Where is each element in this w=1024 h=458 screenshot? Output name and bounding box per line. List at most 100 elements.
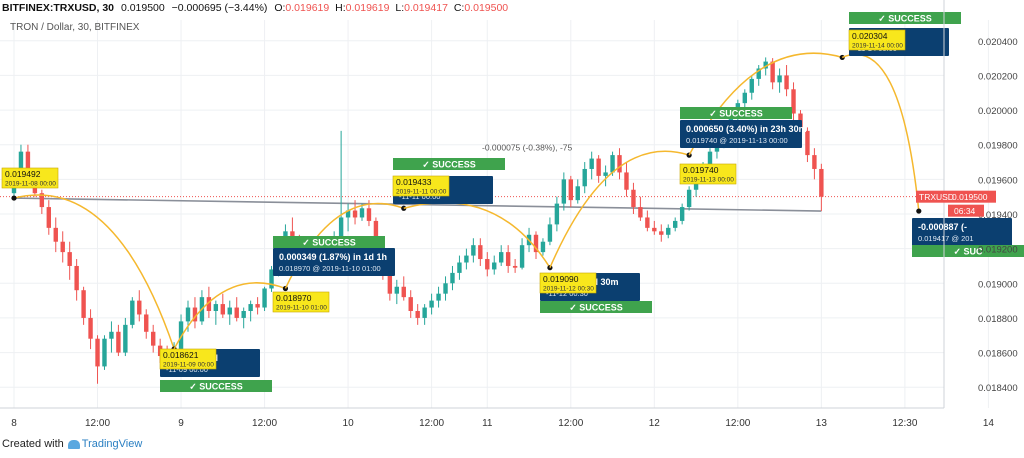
candle-body bbox=[352, 210, 358, 218]
countdown-value: 06:34 bbox=[954, 206, 976, 216]
x-tick-label: 12 bbox=[649, 418, 661, 429]
info-sub: 0.019417 @ 201 bbox=[918, 234, 974, 243]
y-tick-label: 0.019800 bbox=[978, 141, 1018, 152]
candle-body bbox=[262, 288, 267, 308]
candle-body bbox=[561, 179, 567, 204]
candle-body bbox=[777, 75, 782, 83]
candle-body bbox=[505, 252, 511, 266]
candle-body bbox=[25, 151, 31, 173]
candle-body bbox=[366, 208, 372, 221]
info-sub: 0.019740 @ 2019-11-13 00:00 bbox=[686, 136, 788, 145]
arrow-curve bbox=[173, 282, 286, 350]
tradingview-logo[interactable]: TradingView bbox=[67, 438, 142, 450]
candle-body bbox=[123, 324, 128, 353]
candle-body bbox=[547, 224, 553, 242]
candle-body bbox=[116, 331, 121, 353]
candle-body bbox=[151, 331, 156, 346]
y-tick-label: 0.018400 bbox=[978, 383, 1018, 394]
callout-value: 0.019433 bbox=[396, 177, 432, 187]
candle-body bbox=[338, 217, 344, 239]
candle-body bbox=[450, 272, 455, 284]
success-badge bbox=[912, 245, 1024, 257]
success-badge-label: ✓ SUCCESS bbox=[878, 14, 932, 24]
info-sub: 0.018970 @ 2019-11-10 01:00 bbox=[279, 264, 381, 273]
success-badge-label: ✓ SUC bbox=[953, 247, 983, 257]
candle-body bbox=[408, 297, 413, 311]
candle-body bbox=[686, 189, 692, 208]
candle-body bbox=[499, 252, 504, 263]
high-value: 0.019619 bbox=[346, 2, 390, 14]
info-box bbox=[273, 248, 395, 276]
candle-body bbox=[213, 304, 219, 311]
candle-body bbox=[345, 210, 351, 218]
candle-body bbox=[485, 259, 490, 270]
candle-body bbox=[387, 272, 393, 294]
candle-body bbox=[39, 193, 45, 208]
candle-body bbox=[206, 297, 212, 311]
callout-time: 2019-11-10 01:00 bbox=[276, 305, 327, 312]
candle-body bbox=[596, 158, 601, 176]
high-label: H: bbox=[335, 2, 346, 14]
header-line: BITFINEX:TRXUSD, 30 0.019500 −0.000695 (… bbox=[2, 2, 508, 14]
open-label: O: bbox=[274, 2, 285, 14]
callout-value: 0.019740 bbox=[683, 165, 719, 175]
current-price-symbol: TRXUSD bbox=[919, 192, 954, 202]
candle-body bbox=[248, 304, 253, 311]
success-badge bbox=[393, 158, 505, 170]
candle-body bbox=[819, 168, 824, 197]
price-change: −0.000695 (−3.44%) bbox=[172, 2, 268, 14]
candle-body bbox=[617, 155, 622, 173]
candle-body bbox=[603, 172, 608, 176]
arrow-point bbox=[11, 195, 17, 201]
candle-body bbox=[18, 151, 24, 180]
candle-body bbox=[88, 317, 93, 339]
candle-body bbox=[241, 311, 246, 318]
candle-body bbox=[631, 189, 636, 208]
candle-body bbox=[234, 307, 239, 318]
x-tick-label: 14 bbox=[983, 418, 995, 429]
candle-body bbox=[805, 130, 810, 156]
candle-body bbox=[554, 203, 560, 225]
candle-body bbox=[478, 245, 483, 260]
y-tick-label: 0.018600 bbox=[978, 349, 1018, 360]
low-value: 0.019417 bbox=[404, 2, 448, 14]
candle-body bbox=[53, 227, 58, 242]
callout-time: 2019-11-08 00:00 bbox=[5, 181, 56, 188]
callout-value: 0.020304 bbox=[852, 31, 888, 41]
candle-body bbox=[130, 300, 135, 325]
success-badge-label: ✓ SUCCESS bbox=[709, 109, 763, 119]
success-badge bbox=[273, 236, 385, 248]
candle-body bbox=[707, 151, 713, 166]
candle-body bbox=[679, 207, 685, 221]
info-sub: -11-11 00:00 bbox=[399, 192, 440, 201]
candlestick-chart[interactable]: -0.000075 (-0.38%), -756d 8h0.0194922019… bbox=[0, 0, 1024, 438]
arrow-curve bbox=[403, 201, 551, 269]
pair-title: TRON / Dollar, 30, BITFINEX bbox=[10, 22, 140, 33]
candle-body bbox=[220, 304, 225, 315]
candle-body bbox=[255, 304, 260, 308]
created-with-text: Created with bbox=[2, 438, 64, 450]
candle-body bbox=[638, 207, 643, 218]
candle-body bbox=[589, 158, 594, 169]
success-badge-label: ✓ SUCCESS bbox=[302, 238, 356, 248]
callout-value: 0.019492 bbox=[5, 169, 41, 179]
candle-body bbox=[144, 314, 149, 332]
y-tick-label: 0.019200 bbox=[978, 245, 1018, 256]
candle-body bbox=[763, 61, 768, 69]
success-badge-label: ✓ SUCCESS bbox=[569, 303, 623, 313]
open-value: 0.019619 bbox=[285, 2, 329, 14]
info-title: 0.000650 (3.40%) in 23h 30m bbox=[686, 124, 807, 134]
success-badge-label: ✓ SUCCESS bbox=[189, 382, 243, 392]
candle-body bbox=[95, 338, 100, 367]
success-badge bbox=[680, 107, 792, 119]
candle-body bbox=[645, 217, 650, 228]
x-tick-label: 10 bbox=[343, 418, 355, 429]
callout-value: 0.018621 bbox=[163, 350, 199, 360]
candle-body bbox=[673, 220, 678, 228]
candle-body bbox=[756, 68, 761, 79]
price-callout bbox=[1, 167, 59, 189]
last-price: 0.019500 bbox=[121, 2, 165, 14]
candle-body bbox=[742, 92, 747, 104]
candle-body bbox=[533, 234, 539, 253]
candle-body bbox=[137, 300, 142, 315]
